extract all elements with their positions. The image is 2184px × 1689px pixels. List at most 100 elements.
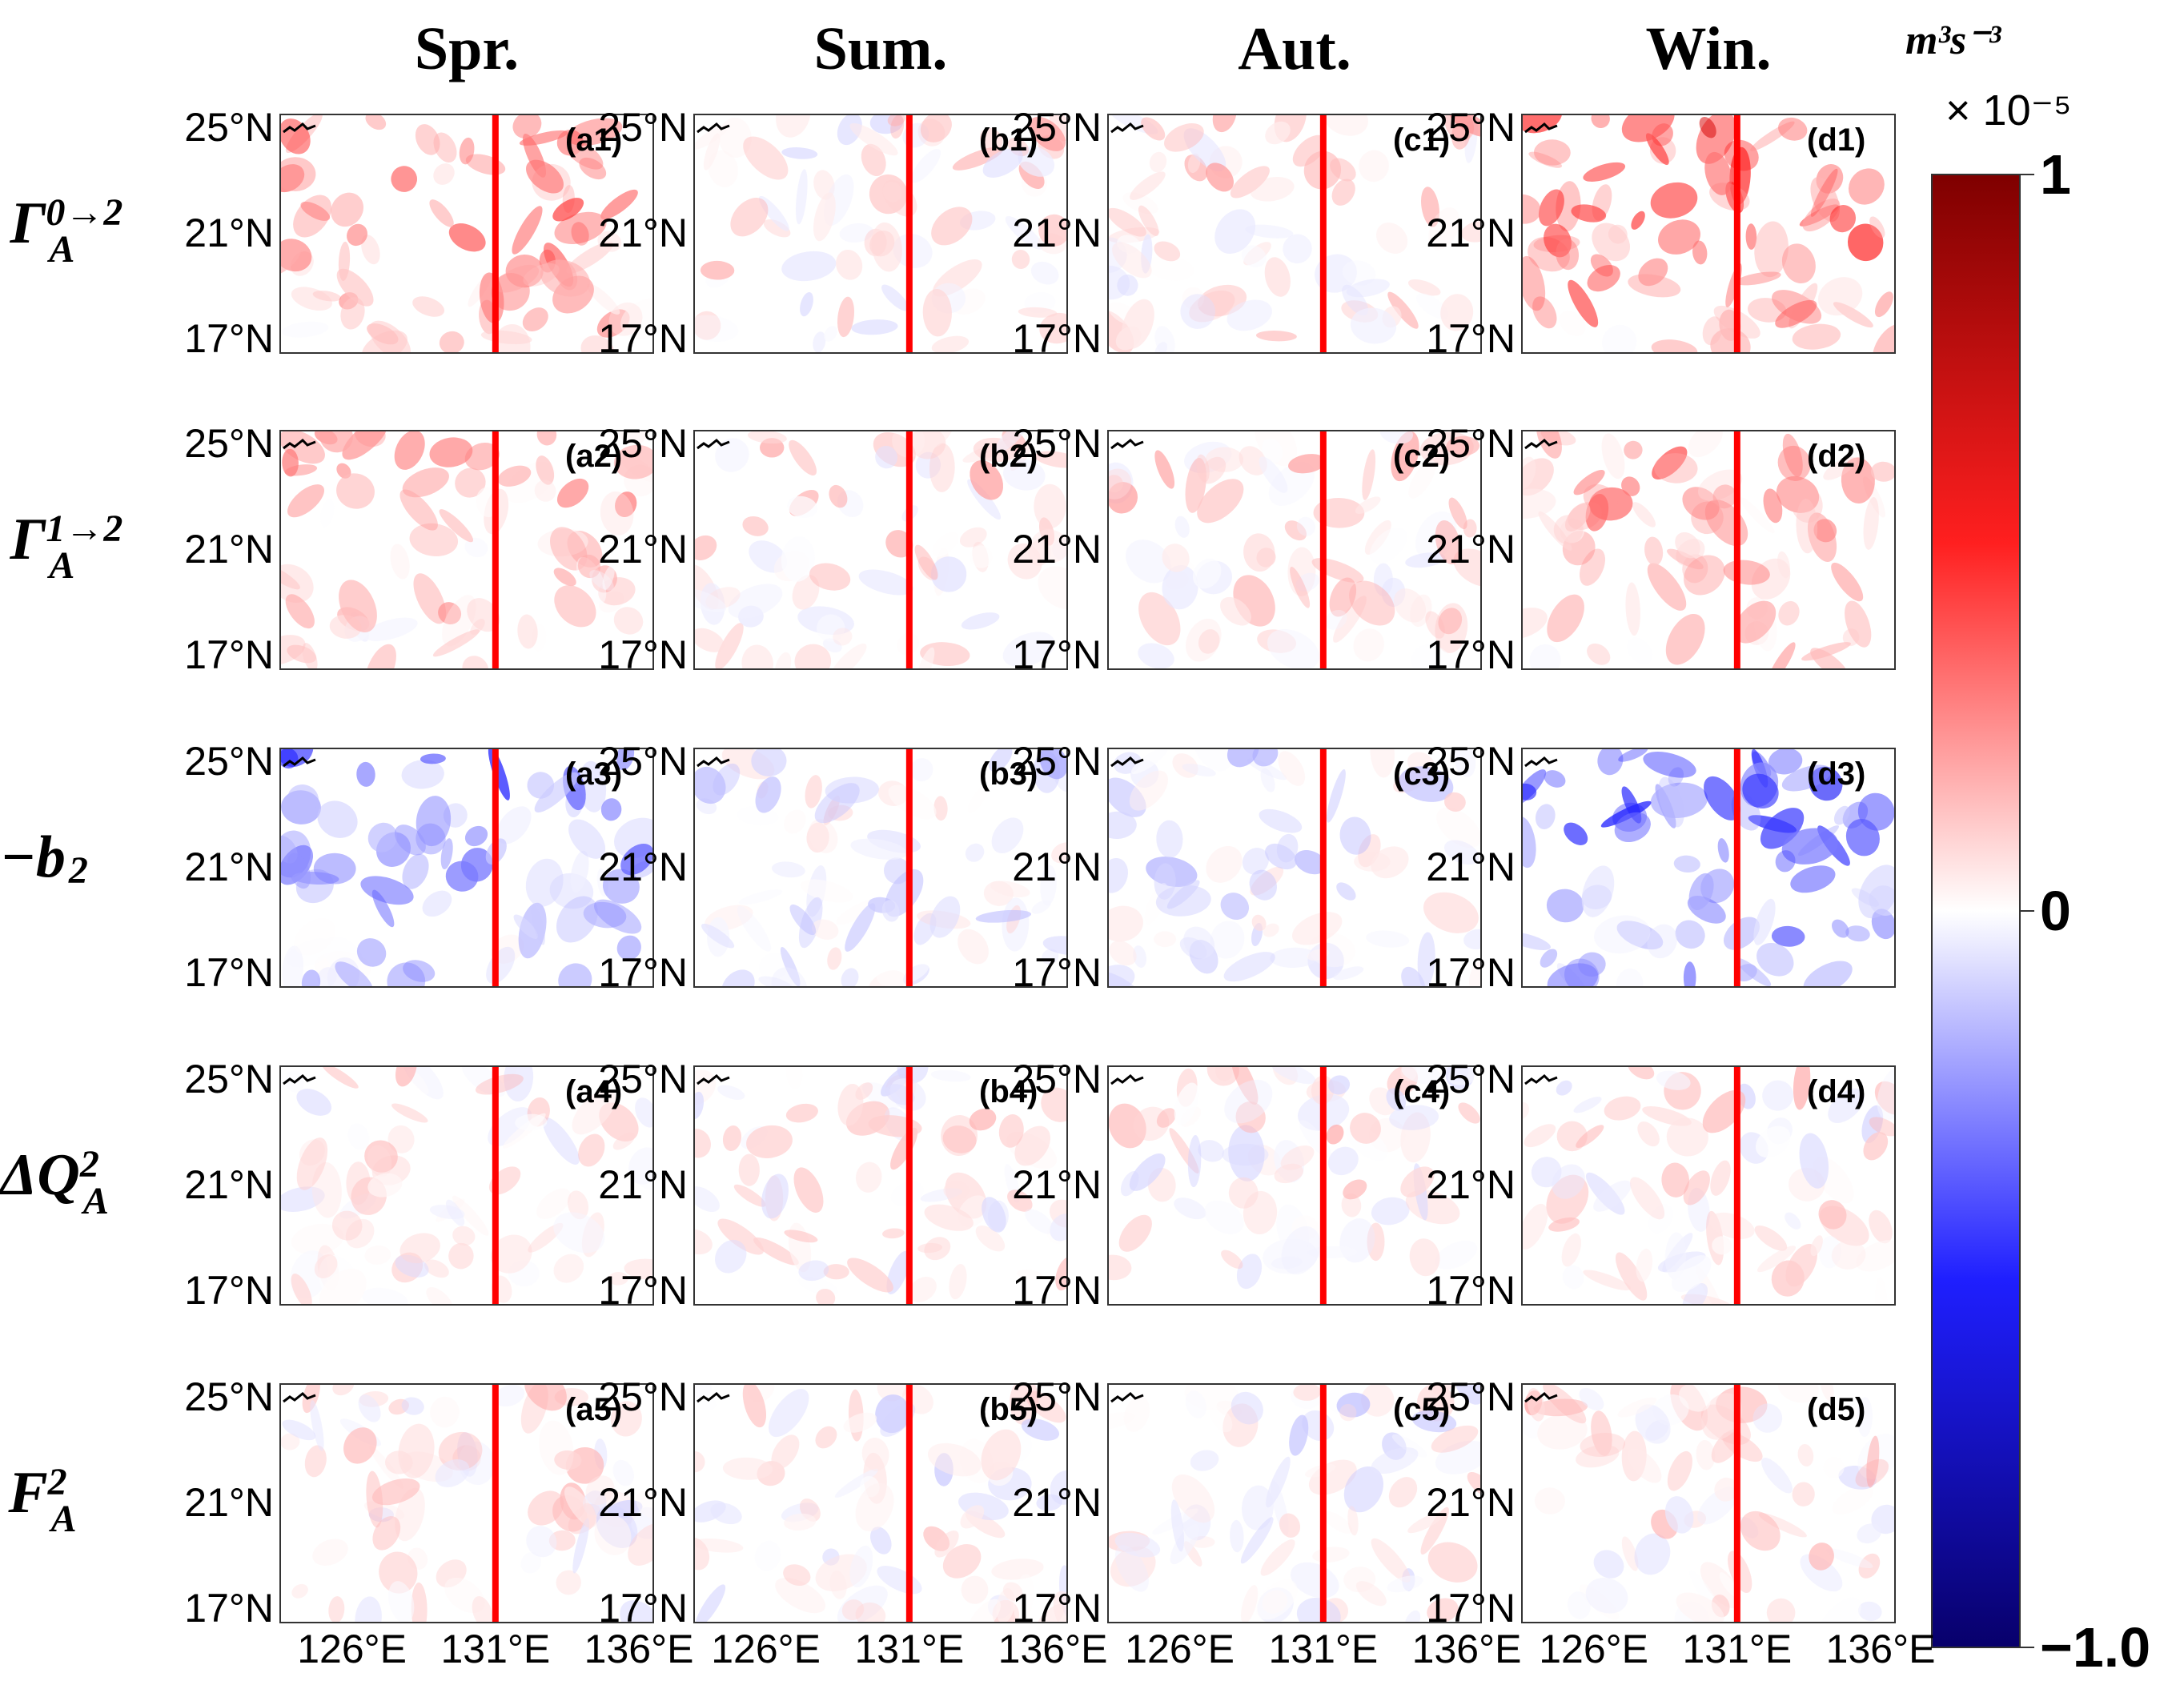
field-blob bbox=[699, 234, 735, 255]
panel-frame bbox=[279, 1065, 654, 1306]
field-blob bbox=[1292, 134, 1327, 167]
field-blob bbox=[849, 122, 898, 156]
panel-tag: (c5) bbox=[1393, 1392, 1451, 1427]
field-blob bbox=[600, 189, 638, 220]
field-blob bbox=[1528, 151, 1563, 168]
field-blob bbox=[571, 222, 589, 246]
coastline bbox=[697, 438, 730, 450]
field-blob bbox=[331, 192, 364, 227]
field-blob bbox=[1667, 1450, 1692, 1491]
field-blob bbox=[1025, 1390, 1066, 1423]
field-blob bbox=[1123, 1396, 1150, 1432]
field-blob bbox=[570, 850, 589, 893]
field-blob bbox=[1028, 116, 1066, 151]
field-blob bbox=[1243, 1190, 1278, 1235]
y-tick-label: 25°N bbox=[1012, 420, 1102, 466]
panel-b4 bbox=[694, 1066, 1067, 1305]
field-blob bbox=[761, 1173, 789, 1219]
field-blob bbox=[1329, 577, 1357, 617]
field-blob bbox=[1556, 1080, 1572, 1096]
field-blob bbox=[1688, 431, 1723, 458]
field-blob bbox=[1364, 520, 1391, 555]
colorbar-tick-label: −1.0 bbox=[2040, 1616, 2151, 1679]
field-blob bbox=[823, 1264, 849, 1280]
y-tick-label: 21°N bbox=[184, 1162, 274, 1207]
field-blob bbox=[1126, 540, 1172, 584]
field-blob bbox=[1226, 299, 1272, 331]
field-blob bbox=[1650, 182, 1698, 219]
field-blob bbox=[556, 896, 598, 943]
field-blob bbox=[1683, 1170, 1710, 1206]
field-blob bbox=[915, 451, 941, 479]
field-blob bbox=[1198, 1140, 1225, 1162]
panel-frame bbox=[1107, 430, 1482, 670]
field-blob bbox=[1870, 461, 1895, 482]
field-blob bbox=[300, 201, 331, 221]
field-blob bbox=[798, 1260, 829, 1282]
field-blob bbox=[694, 315, 739, 342]
field-blob bbox=[1117, 274, 1138, 296]
field-blob bbox=[367, 1145, 392, 1177]
field-blob bbox=[1793, 1066, 1811, 1110]
row-label-3: −b 2 bbox=[0, 824, 160, 895]
field-blob bbox=[967, 784, 989, 813]
field-blob bbox=[1435, 520, 1461, 565]
field-blob bbox=[1323, 1598, 1349, 1623]
y-tick-label: 21°N bbox=[1426, 1480, 1516, 1525]
field-blob bbox=[1129, 1153, 1166, 1191]
panel-background bbox=[694, 748, 1067, 987]
field-blob bbox=[970, 459, 1004, 500]
field-blob bbox=[459, 137, 475, 165]
field-blob bbox=[1579, 548, 1606, 586]
field-blob bbox=[1387, 291, 1419, 329]
field-blob bbox=[1781, 764, 1832, 792]
field-blob bbox=[1651, 339, 1698, 353]
field-blob bbox=[754, 1540, 781, 1571]
field-blob bbox=[1688, 1187, 1710, 1232]
field-blob bbox=[839, 223, 874, 243]
field-blob bbox=[1568, 279, 1599, 327]
y-tick-label: 21°N bbox=[184, 211, 274, 255]
field-blob bbox=[1196, 454, 1210, 483]
field-blob bbox=[816, 1288, 836, 1305]
field-blob bbox=[930, 1069, 971, 1082]
field-blob bbox=[1411, 1410, 1457, 1433]
field-blob bbox=[1654, 453, 1698, 483]
field-blob bbox=[613, 607, 644, 635]
field-blob bbox=[1553, 515, 1584, 545]
field-blob bbox=[299, 1139, 325, 1166]
panel-tag: (a2) bbox=[565, 439, 623, 474]
field-blob bbox=[1675, 532, 1700, 559]
y-tick-label: 25°N bbox=[598, 738, 688, 784]
y-tick-label: 17°N bbox=[1426, 632, 1516, 678]
field-blob bbox=[1407, 279, 1441, 296]
field-blob bbox=[491, 1234, 532, 1274]
field-blob bbox=[784, 809, 806, 834]
field-blob bbox=[494, 1385, 525, 1407]
field-blob bbox=[1755, 1125, 1791, 1158]
field-blob bbox=[1333, 966, 1364, 981]
field-blob bbox=[1221, 1250, 1243, 1270]
field-blob bbox=[1616, 968, 1644, 987]
field-blob bbox=[1187, 1135, 1202, 1188]
field-blob bbox=[332, 1384, 355, 1396]
field-blob bbox=[331, 1210, 363, 1241]
field-blob bbox=[1226, 748, 1259, 768]
field-blob bbox=[1866, 1435, 1880, 1488]
field-blob bbox=[524, 1384, 567, 1411]
field-blob bbox=[1174, 1082, 1199, 1125]
field-blob bbox=[522, 307, 548, 332]
field-blob bbox=[422, 890, 452, 917]
field-blob bbox=[1326, 1124, 1344, 1145]
field-blob bbox=[1307, 1246, 1357, 1258]
field-blob bbox=[282, 945, 304, 987]
field-blob bbox=[775, 1578, 826, 1614]
field-blob bbox=[829, 484, 848, 508]
field-blob bbox=[395, 1066, 417, 1087]
field-blob bbox=[1593, 1550, 1624, 1579]
field-blob bbox=[875, 1394, 910, 1434]
field-blob bbox=[328, 1596, 345, 1623]
field-blob bbox=[991, 817, 1024, 853]
